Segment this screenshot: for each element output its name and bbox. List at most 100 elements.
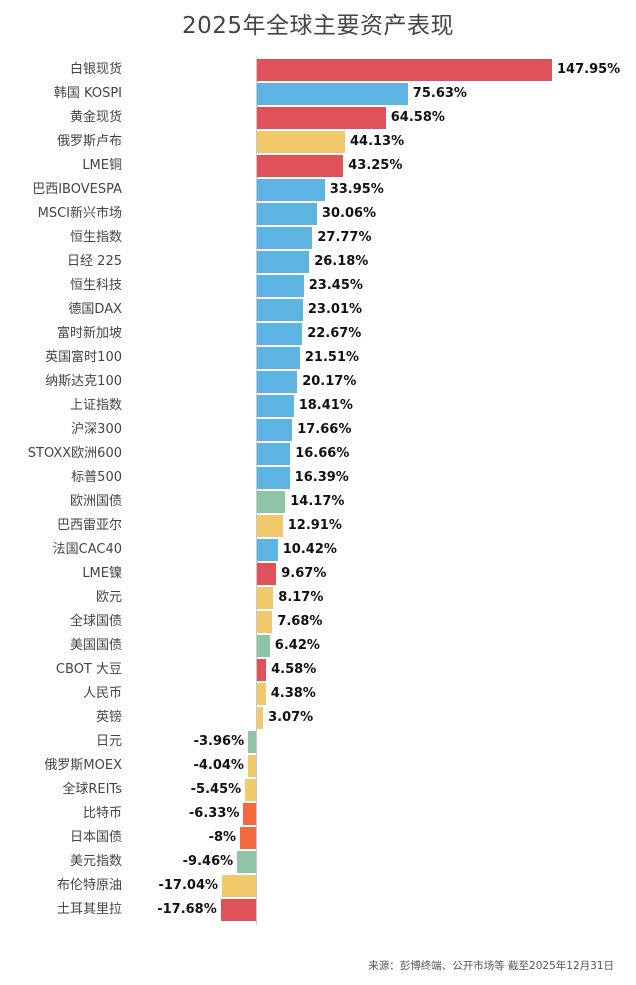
bar-row: 标普500 16.39% <box>0 466 636 490</box>
bar <box>237 851 256 873</box>
value-label: 7.68% <box>277 614 323 629</box>
category-label: 比特币 <box>82 806 122 821</box>
bar <box>257 611 273 633</box>
bar <box>257 131 345 153</box>
category-label: 法国CAC40 <box>52 542 122 557</box>
bar <box>222 875 256 897</box>
bar <box>257 419 293 441</box>
bar <box>257 659 267 681</box>
category-label: 日元 <box>95 734 122 749</box>
bar-row: 日经 225 26.18% <box>0 250 636 274</box>
value-label: 6.42% <box>274 638 320 653</box>
value-label: -6.33% <box>188 806 240 821</box>
value-label: 23.01% <box>307 302 363 317</box>
bar <box>247 755 256 777</box>
bar-row: 富时新加坡 22.67% <box>0 322 636 346</box>
category-label: 白银现货 <box>69 62 122 77</box>
bar-row: 德国DAX 23.01% <box>0 298 636 322</box>
bar <box>257 635 270 657</box>
value-label: -8% <box>208 830 237 845</box>
bar <box>243 803 256 825</box>
value-label: 3.07% <box>268 710 314 725</box>
category-label: 韩国 KOSPI <box>53 86 122 101</box>
bar <box>257 179 325 201</box>
bar-row: STOXX欧洲600 16.66% <box>0 442 636 466</box>
value-label: -4.04% <box>193 758 244 773</box>
category-label: 欧洲国债 <box>69 494 122 509</box>
category-label: 巴西IBOVESPA <box>32 182 122 197</box>
bar <box>257 251 310 273</box>
value-label: 30.06% <box>321 206 377 221</box>
bar-row: 欧洲国债 14.17% <box>0 490 636 514</box>
category-label: 美国国债 <box>69 638 122 653</box>
category-label: CBOT 大豆 <box>55 662 122 677</box>
category-label: 俄罗斯卢布 <box>56 134 122 149</box>
bar-row: 欧元 8.17% <box>0 586 636 610</box>
bar <box>257 539 278 561</box>
category-label: 人民币 <box>82 686 122 701</box>
value-label: 23.45% <box>308 278 363 293</box>
bar <box>257 323 303 345</box>
bar-row: 全球国债 7.68% <box>0 610 636 634</box>
value-label: 16.66% <box>295 446 350 461</box>
bar <box>257 515 283 537</box>
bar-row: 白银现货 147.95% <box>0 58 636 82</box>
category-label: 美元指数 <box>69 854 122 869</box>
value-label: 44.13% <box>349 134 405 149</box>
value-label: -5.45% <box>190 782 242 797</box>
value-label: 18.41% <box>298 398 353 413</box>
category-label: MSCI新兴市场 <box>37 206 122 221</box>
bar-row: 日本国债 -8% <box>0 826 636 850</box>
bar-row: LME铜 43.25% <box>0 154 636 178</box>
bar-row: 上证指数 18.41% <box>0 394 636 418</box>
category-label: LME铜 <box>82 158 122 173</box>
bar <box>257 371 298 393</box>
category-label: 日本国债 <box>69 830 122 845</box>
category-label: 纳斯达克100 <box>45 374 122 389</box>
value-label: -3.96% <box>193 734 245 749</box>
category-label: 全球REITs <box>62 782 122 797</box>
bar-row: 美元指数 -9.46% <box>0 850 636 874</box>
bar-row: 巴西雷亚尔 12.91% <box>0 514 636 538</box>
bar-row: 英国富时100 21.51% <box>0 346 636 370</box>
bar-row: 沪深300 17.66% <box>0 418 636 442</box>
value-label: 43.25% <box>348 158 403 173</box>
category-label: 欧元 <box>95 590 122 605</box>
source-note: 来源：彭博终端、公开市场等 截至2025年12月31日 <box>368 960 614 972</box>
bar-row: MSCI新兴市场 30.06% <box>0 202 636 226</box>
zero-axis-line <box>256 57 257 925</box>
bar <box>257 467 290 489</box>
category-label: 日经 225 <box>67 254 122 269</box>
bar-row: 美国国债 6.42% <box>0 634 636 658</box>
bar-row: 恒生科技 23.45% <box>0 274 636 298</box>
category-label: 全球国债 <box>69 614 122 629</box>
chart-title: 2025年全球主要资产表现 <box>181 13 455 39</box>
value-label: 14.17% <box>290 494 345 509</box>
bar-row: 法国CAC40 10.42% <box>0 538 636 562</box>
category-label: 标普500 <box>71 470 122 485</box>
bar <box>245 779 256 801</box>
category-label: 富时新加坡 <box>56 326 122 341</box>
value-label: 9.67% <box>281 566 327 581</box>
value-label: 17.66% <box>297 422 352 437</box>
bar <box>257 491 286 513</box>
category-label: LME镍 <box>82 566 122 581</box>
category-label: 上证指数 <box>69 398 122 413</box>
category-label: 英国富时100 <box>45 350 122 365</box>
bar <box>257 203 317 225</box>
category-label: 恒生科技 <box>69 278 122 293</box>
bar <box>220 899 256 921</box>
value-label: 4.58% <box>271 662 317 677</box>
bar <box>257 299 303 321</box>
bar-row: 人民币 4.38% <box>0 682 636 706</box>
bar-row: 俄罗斯MOEX -4.04% <box>0 754 636 778</box>
category-label: STOXX欧洲600 <box>27 446 122 461</box>
bar <box>257 155 344 177</box>
category-label: 沪深300 <box>71 422 122 437</box>
bar-row: CBOT 大豆 4.58% <box>0 658 636 682</box>
bar <box>257 59 552 81</box>
value-label: 27.77% <box>317 230 372 245</box>
value-label: -17.04% <box>158 878 219 893</box>
value-label: 26.18% <box>314 254 369 269</box>
bar-row: 英镑 3.07% <box>0 706 636 730</box>
